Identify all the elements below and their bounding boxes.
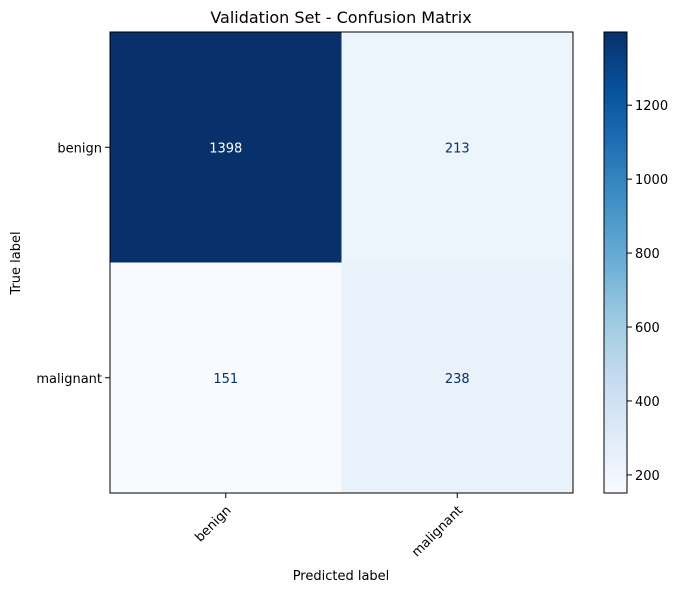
x-tick-label: benign xyxy=(192,503,234,545)
colorbar-tick-label: 200 xyxy=(635,469,660,484)
colorbar-tick-label: 1000 xyxy=(635,173,668,188)
colorbar-tick-label: 800 xyxy=(635,247,660,262)
y-tick-label: malignant xyxy=(36,372,102,387)
colorbar xyxy=(603,31,628,494)
matrix-cell xyxy=(110,262,342,494)
cell-value-label: 213 xyxy=(445,141,470,156)
matrix-cells xyxy=(110,32,574,494)
colorbar-ticks: 200 400 600 800 1000 1200 xyxy=(627,99,668,484)
x-axis-label: Predicted label xyxy=(293,569,390,584)
cell-value-label: 238 xyxy=(445,372,470,387)
colorbar-tick-label: 1200 xyxy=(635,99,668,114)
matrix-cell xyxy=(110,32,342,263)
matrix-cell xyxy=(341,32,574,263)
colorbar-tick-label: 400 xyxy=(635,395,660,410)
y-axis-label: True label xyxy=(9,231,24,295)
matrix-cell-labels: 1398 213 151 238 xyxy=(209,141,469,387)
cell-value-label: 1398 xyxy=(209,141,242,156)
matrix-cell xyxy=(341,262,574,494)
y-tick-label: benign xyxy=(57,141,102,156)
chart-title: Validation Set - Confusion Matrix xyxy=(210,8,471,27)
cell-value-label: 151 xyxy=(213,372,238,387)
colorbar-tick-label: 600 xyxy=(635,321,660,336)
x-axis-ticks: benign malignant xyxy=(192,493,466,560)
y-axis-ticks: benign malignant xyxy=(36,141,110,387)
plot-frame xyxy=(109,31,574,494)
x-tick-label: malignant xyxy=(409,503,466,560)
